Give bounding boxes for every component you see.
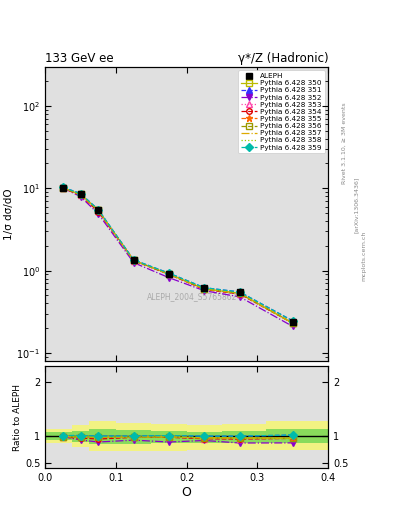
- X-axis label: O: O: [182, 486, 192, 499]
- ALEPH: [290, 318, 295, 325]
- Text: mcplots.cern.ch: mcplots.cern.ch: [362, 231, 367, 281]
- ALEPH: [96, 206, 101, 212]
- Legend: ALEPH, Pythia 6.428 350, Pythia 6.428 351, Pythia 6.428 352, Pythia 6.428 353, P: ALEPH, Pythia 6.428 350, Pythia 6.428 35…: [239, 70, 325, 154]
- Text: [arXiv:1306.3436]: [arXiv:1306.3436]: [354, 177, 359, 233]
- Text: γ*/Z (Hadronic): γ*/Z (Hadronic): [237, 52, 328, 66]
- ALEPH: [167, 270, 171, 276]
- Line: ALEPH: ALEPH: [59, 184, 296, 325]
- ALEPH: [61, 184, 65, 190]
- Y-axis label: 1/σ dσ/dO: 1/σ dσ/dO: [4, 188, 14, 240]
- ALEPH: [202, 285, 207, 291]
- Text: Rivet 3.1.10, ≥ 3M events: Rivet 3.1.10, ≥ 3M events: [342, 102, 347, 184]
- Text: ALEPH_2004_S5765862: ALEPH_2004_S5765862: [147, 292, 237, 301]
- Text: 133 GeV ee: 133 GeV ee: [45, 52, 114, 66]
- ALEPH: [131, 257, 136, 263]
- ALEPH: [78, 191, 83, 197]
- ALEPH: [237, 289, 242, 295]
- Y-axis label: Ratio to ALEPH: Ratio to ALEPH: [13, 384, 22, 451]
